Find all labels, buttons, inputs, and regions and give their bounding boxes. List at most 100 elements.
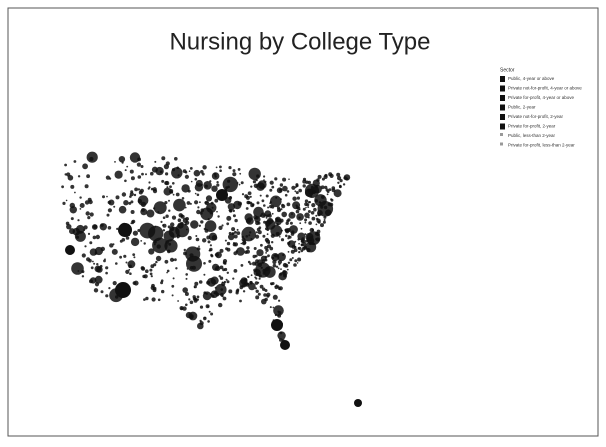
college-dot — [146, 209, 155, 218]
college-dot — [322, 220, 326, 224]
college-dot — [136, 162, 141, 167]
college-dot — [190, 180, 193, 183]
title: Nursing by College Type — [169, 28, 430, 55]
college-dot — [105, 266, 109, 270]
college-dot — [235, 291, 239, 295]
college-dot — [237, 168, 241, 171]
college-dot — [222, 268, 226, 272]
legend-label: Private not-for-profit, 4-year or above — [508, 86, 582, 91]
college-dot — [207, 277, 216, 287]
college-dot — [184, 292, 189, 296]
college-dot — [298, 251, 301, 254]
college-dot — [287, 261, 291, 264]
college-dot — [326, 193, 329, 196]
college-dot — [161, 156, 166, 161]
college-dot — [248, 282, 256, 291]
college-dot — [152, 189, 158, 194]
college-dot — [140, 266, 145, 270]
college-dot — [231, 232, 235, 236]
college-dot — [260, 266, 263, 269]
college-dot — [299, 222, 302, 225]
college-dot — [151, 297, 156, 302]
college-dot — [239, 299, 242, 303]
college-dot — [128, 264, 132, 269]
college-dot — [277, 267, 280, 270]
college-dot — [266, 233, 269, 236]
college-dot — [143, 274, 148, 279]
college-dot — [181, 184, 190, 193]
college-dot — [265, 216, 268, 219]
college-dot — [200, 183, 203, 186]
college-dot — [245, 207, 249, 210]
college-dot — [325, 188, 329, 192]
college-dot — [277, 259, 282, 265]
college-dot — [150, 171, 154, 176]
college-dot — [93, 288, 99, 293]
college-dot — [317, 210, 323, 216]
college-dot — [183, 248, 186, 252]
college-dot — [150, 187, 154, 191]
college-dot — [271, 185, 275, 189]
college-dot — [211, 206, 214, 209]
college-dot — [176, 236, 179, 239]
college-dot — [81, 275, 85, 278]
college-dot — [260, 255, 267, 262]
college-dot — [143, 242, 146, 245]
college-dot — [265, 248, 269, 252]
college-dot — [234, 230, 237, 234]
college-dot — [152, 288, 157, 293]
college-dot — [295, 209, 300, 214]
college-dot — [269, 180, 274, 185]
college-dot — [240, 264, 244, 267]
legend-label: Public, less-than 2-year — [508, 133, 556, 138]
college-dot — [273, 254, 276, 257]
college-dot — [140, 208, 148, 216]
college-dot — [64, 163, 67, 167]
college-dot — [219, 265, 224, 270]
college-dot — [279, 236, 281, 238]
college-dot — [209, 244, 212, 247]
college-dot — [236, 247, 245, 256]
college-dot — [94, 275, 103, 284]
college-dot — [246, 200, 250, 205]
legend-label: Private for-profit, less-than 2-year — [508, 143, 575, 148]
college-dot — [205, 304, 210, 309]
college-dot — [125, 236, 130, 240]
college-dot — [162, 223, 167, 228]
college-dot — [165, 214, 169, 218]
college-dot — [160, 220, 163, 223]
college-dot — [227, 185, 230, 189]
college-dot — [265, 252, 267, 254]
college-dot — [308, 221, 312, 225]
college-dot — [171, 167, 183, 179]
college-dot — [328, 172, 333, 177]
college-dot — [202, 291, 212, 301]
college-dot — [210, 312, 214, 316]
college-dot — [304, 202, 308, 206]
college-dot — [296, 196, 300, 200]
college-dot — [203, 273, 206, 276]
college-dot — [248, 234, 251, 237]
college-dot — [187, 235, 192, 241]
college-dot — [218, 275, 221, 278]
college-dot — [247, 260, 251, 264]
college-dot — [168, 209, 171, 212]
college-dot — [269, 204, 273, 209]
college-dot — [310, 195, 313, 198]
college-dot — [216, 181, 219, 184]
college-dot — [92, 260, 94, 263]
college-dot — [153, 207, 156, 210]
college-dot — [118, 223, 132, 237]
college-dot — [89, 156, 94, 162]
college-dot — [228, 289, 233, 294]
college-dot — [192, 295, 196, 299]
college-dot — [249, 231, 252, 234]
college-dot — [184, 174, 189, 179]
college-dot — [103, 259, 106, 263]
college-dot — [235, 250, 239, 253]
college-dot — [130, 200, 134, 204]
college-dot — [61, 185, 64, 189]
college-dot — [255, 234, 260, 239]
legend-swatch — [500, 123, 505, 130]
college-dot — [207, 320, 210, 323]
